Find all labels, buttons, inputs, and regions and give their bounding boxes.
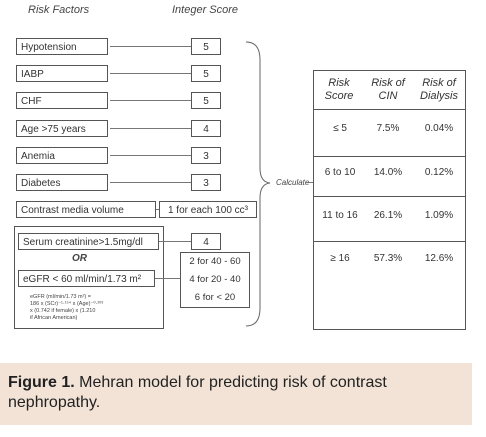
table-cell-dialysis: 1.09%	[424, 210, 454, 221]
formula-line: 186 x (SCr)⁻¹·¹⁵⁴ x (Age)⁻⁰·²⁰³	[30, 301, 104, 307]
table-divider	[314, 241, 465, 242]
or-label: OR	[72, 253, 87, 264]
score-chf: 5	[191, 92, 221, 109]
connector-line	[156, 209, 159, 210]
header-line: Risk of	[371, 77, 405, 89]
header-line: Risk	[328, 77, 350, 89]
score-iabp: 5	[191, 65, 221, 82]
connector-line	[110, 46, 191, 47]
table-cell-dialysis: 0.12%	[424, 167, 454, 178]
risk-factor-egfr: eGFR < 60 ml/min/1.73 m²	[18, 270, 155, 287]
sum-brace	[245, 41, 271, 327]
table-cell-score: ≥ 16	[330, 253, 350, 264]
table-cell-cin: 14.0%	[373, 167, 403, 178]
score-contrast-volume: 1 for each 100 cc³	[159, 201, 257, 218]
score-diabetes: 3	[191, 174, 221, 191]
table-divider	[314, 156, 465, 157]
caption-label: Figure 1.	[8, 374, 75, 391]
calculate-label: Calculate	[276, 178, 310, 187]
header-line: Dialysis	[420, 90, 458, 102]
table-header-risk-score: Risk Score	[320, 77, 358, 103]
formula-line: if African American)	[30, 315, 78, 321]
integer-score-header: Integer Score	[172, 4, 239, 16]
egfr-scores-box: 2 for 40 - 60 4 for 20 - 40 6 for < 20	[180, 252, 250, 308]
formula-line: x (0.742 if female) x (1.210	[30, 308, 96, 314]
table-cell-dialysis: 12.6%	[424, 253, 454, 264]
header-line: CIN	[378, 90, 398, 102]
figure-caption: Figure 1. Mehran model for predicting ri…	[0, 363, 472, 425]
risk-factor-age: Age >75 years	[16, 120, 108, 137]
risk-factor-serum-creatinine: Serum creatinine>1.5mg/dl	[18, 233, 159, 250]
connector-line	[110, 182, 191, 183]
table-cell-cin: 26.1%	[373, 210, 403, 221]
risk-factor-contrast-volume: Contrast media volume	[16, 201, 156, 218]
table-cell-score: 11 to 16	[322, 210, 358, 221]
table-cell-score: 6 to 10	[324, 167, 356, 178]
risk-factor-anemia: Anemia	[16, 147, 108, 164]
egfr-score-line: 2 for 40 - 60	[189, 256, 241, 267]
connector-line	[110, 155, 191, 156]
risk-factor-iabp: IABP	[16, 65, 108, 82]
table-cell-cin: 7.5%	[376, 123, 400, 134]
renal-function-box	[14, 226, 164, 329]
table-header-risk-cin: Risk of CIN	[366, 77, 410, 103]
egfr-formula: eGFR (ml/min/1.73 m²) = 186 x (SCr)⁻¹·¹⁵…	[30, 294, 160, 322]
risk-factors-header: Risk Factors	[28, 4, 90, 16]
caption-text: Figure 1. Mehran model for predicting ri…	[8, 373, 458, 413]
connector-line	[110, 73, 191, 74]
score-hypotension: 5	[191, 38, 221, 55]
risk-factor-chf: CHF	[16, 92, 108, 109]
table-cell-score: ≤ 5	[333, 123, 347, 134]
egfr-score-line: 4 for 20 - 40	[189, 274, 241, 285]
table-divider	[314, 196, 465, 197]
risk-factor-diabetes: Diabetes	[16, 174, 108, 191]
score-anemia: 3	[191, 147, 221, 164]
table-header-risk-dialysis: Risk of Dialysis	[415, 77, 463, 103]
table-cell-cin: 57.3%	[373, 253, 403, 264]
table-divider	[314, 109, 465, 110]
connector-line	[155, 278, 180, 279]
risk-table: Risk Score Risk of CIN Risk of Dialysis …	[313, 70, 466, 330]
header-line: Risk of	[422, 77, 456, 89]
risk-factor-hypotension: Hypotension	[16, 38, 108, 55]
connector-line	[159, 241, 191, 242]
header-line: Score	[324, 90, 354, 102]
egfr-score-line: 6 for < 20	[194, 292, 236, 303]
formula-line: eGFR (ml/min/1.73 m²) =	[30, 294, 91, 300]
score-serum-creatinine: 4	[191, 233, 221, 250]
connector-line	[110, 100, 191, 101]
caption-body: Mehran model for predicting risk of cont…	[8, 374, 387, 411]
calculate-arrow	[306, 182, 313, 183]
table-cell-dialysis: 0.04%	[424, 123, 454, 134]
score-age: 4	[191, 120, 221, 137]
connector-line	[110, 128, 191, 129]
